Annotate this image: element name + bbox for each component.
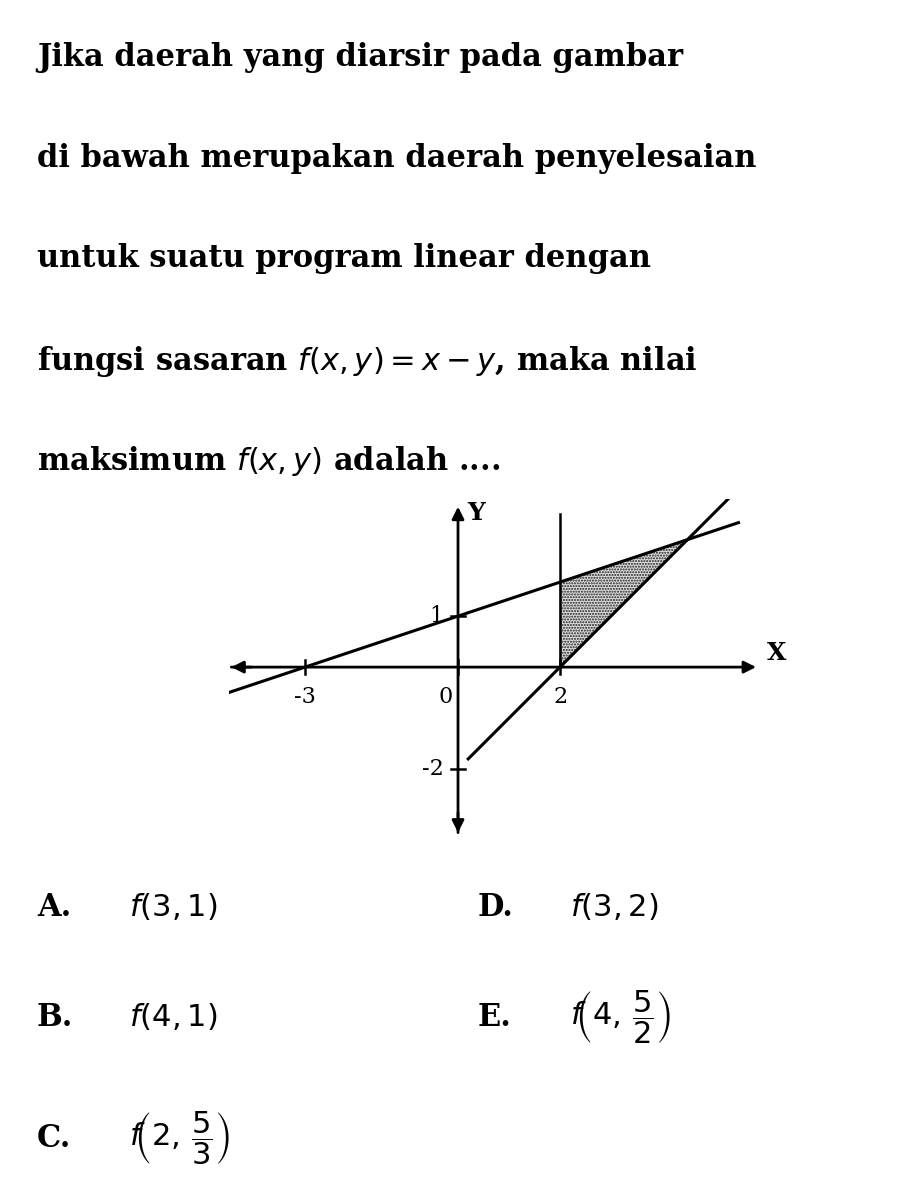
Text: di bawah merupakan daerah penyelesaian: di bawah merupakan daerah penyelesaian <box>37 143 756 174</box>
Text: 0: 0 <box>438 686 452 708</box>
Text: $f\!\left(2,\,\dfrac{5}{3}\right)$: $f\!\left(2,\,\dfrac{5}{3}\right)$ <box>129 1109 230 1167</box>
Text: A.: A. <box>37 892 71 923</box>
Text: E.: E. <box>478 1002 512 1033</box>
Text: fungsi sasaran $f(x, y) = x - y$, maka nilai: fungsi sasaran $f(x, y) = x - y$, maka n… <box>37 344 698 379</box>
Text: Y: Y <box>467 501 485 525</box>
Text: C.: C. <box>37 1123 71 1154</box>
Text: $f(4,1)$: $f(4,1)$ <box>129 1002 217 1033</box>
Text: $f\!\left(4,\,\dfrac{5}{2}\right)$: $f\!\left(4,\,\dfrac{5}{2}\right)$ <box>570 989 671 1047</box>
Text: -3: -3 <box>294 686 316 708</box>
Text: $f(3,2)$: $f(3,2)$ <box>570 892 658 923</box>
Text: untuk suatu program linear dengan: untuk suatu program linear dengan <box>37 243 651 274</box>
Text: D.: D. <box>478 892 514 923</box>
Text: B.: B. <box>37 1002 74 1033</box>
Text: 2: 2 <box>553 686 567 708</box>
Text: $f(3,1)$: $f(3,1)$ <box>129 892 217 923</box>
Text: maksimum $f(x, y)$ adalah ....: maksimum $f(x, y)$ adalah .... <box>37 445 500 478</box>
Text: -2: -2 <box>422 758 444 780</box>
Text: 1: 1 <box>429 605 444 627</box>
Text: Jika daerah yang diarsir pada gambar: Jika daerah yang diarsir pada gambar <box>37 42 683 73</box>
Text: X: X <box>766 641 786 665</box>
